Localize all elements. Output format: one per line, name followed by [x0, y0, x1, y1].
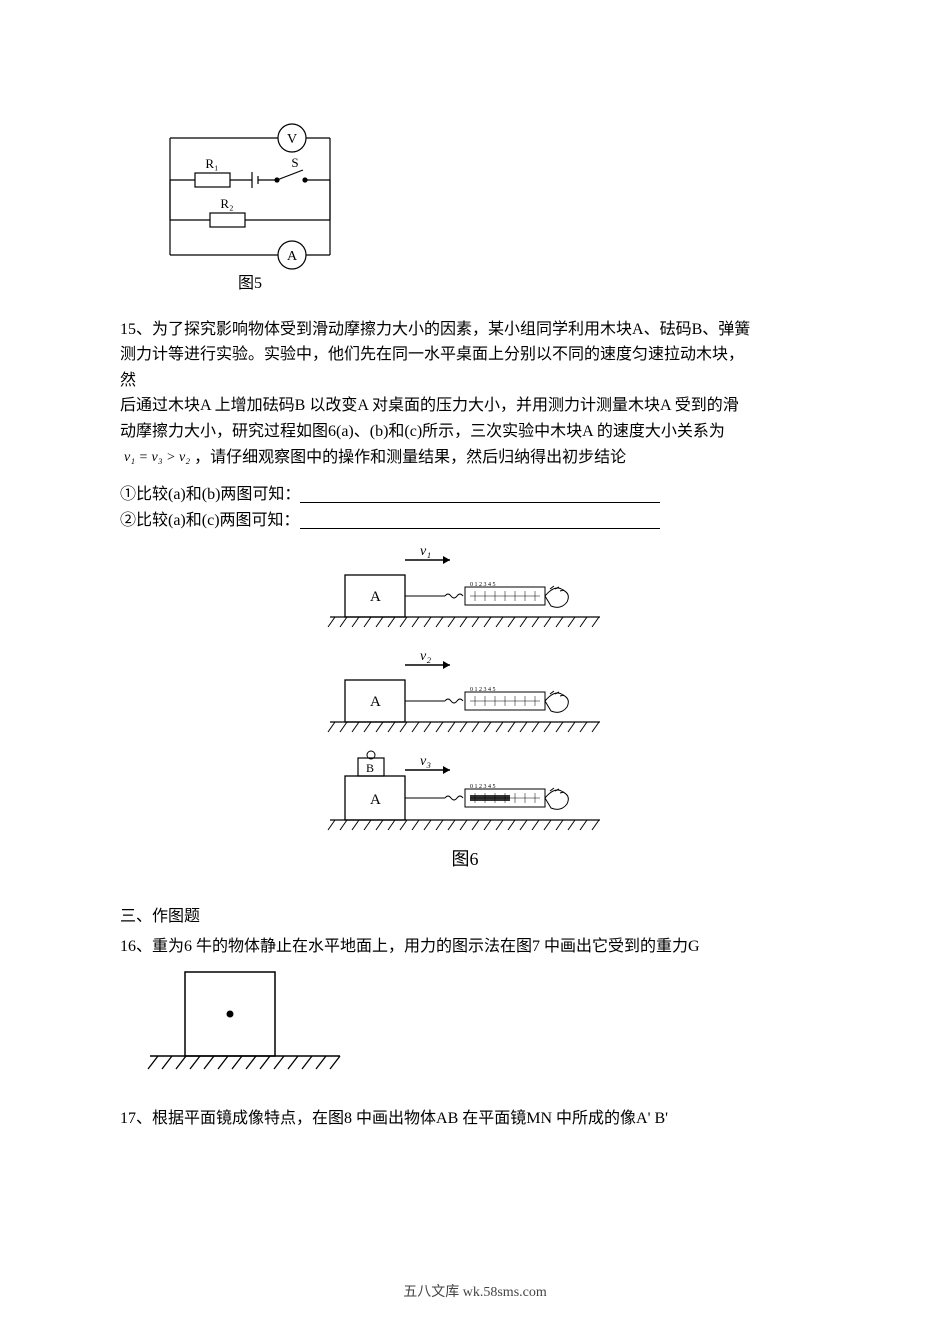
q17-text: 根据平面镜成像特点，在图8 中画出物体AB 在平面镜MN 中所成的像A' B': [152, 1110, 668, 1127]
blank-line-1: [300, 487, 660, 503]
v3-label: v₃: [420, 754, 431, 769]
question-16: 16、重为6 牛的物体静止在水平地面上，用力的图示法在图7 中画出它受到的重力G: [120, 934, 830, 960]
figure-5-caption: 图5: [238, 275, 262, 292]
s-label: S: [291, 155, 298, 170]
figure-7-svg: [140, 967, 360, 1077]
q17-number: 17、: [120, 1110, 152, 1127]
q15-line4: 后通过木块A 上增加砝码B 以改变A 对桌面的压力大小，并用测力计测量木块A 受…: [120, 393, 830, 419]
q16-text: 重为6 牛的物体静止在水平地面上，用力的图示法在图7 中画出它受到的重力G: [152, 938, 700, 955]
q16-number: 16、: [120, 938, 152, 955]
question-17: 17、根据平面镜成像特点，在图8 中画出物体AB 在平面镜MN 中所成的像A' …: [120, 1106, 830, 1132]
figure-7: [140, 967, 830, 1086]
r2-label: R₂: [220, 196, 233, 211]
meter-v-label: V: [287, 132, 297, 147]
q15-conc1: ①比较(a)和(b)两图可知：: [120, 486, 300, 503]
question-15: 15、为了探究影响物体受到滑动摩擦力大小的因素，某小组同学利用木块A、砝码B、弹…: [120, 317, 830, 534]
blank-line-2: [300, 513, 660, 529]
q15-number: 15、: [120, 321, 152, 338]
block-a-1: A: [370, 589, 381, 605]
v2-label: v₂: [420, 649, 431, 664]
q15-line6: ，请仔细观察图中的操作和测量结果，然后归纳得出初步结论: [194, 449, 626, 466]
figure-6: v₁ A 0 1 2 3 4 5 v₂: [120, 545, 830, 894]
svg-text:0 1 2 3 4 5: 0 1 2 3 4 5: [470, 784, 496, 790]
circuit-svg: V A R₁ S R₂ 图5: [150, 120, 350, 300]
q15-line2: 测力计等进行实验。实验中，他们先在同一水平桌面上分别以不同的速度匀速拉动木块，: [120, 342, 830, 368]
q15-conc2: ②比较(a)和(c)两图可知：: [120, 512, 300, 529]
block-a-2: A: [370, 694, 381, 710]
meter-a-label: A: [287, 249, 298, 264]
section-3-header: 三、作图题: [120, 904, 830, 930]
q15-line1: 为了探究影响物体受到滑动摩擦力大小的因素，某小组同学利用木块A、砝码B、弹簧: [152, 321, 750, 338]
svg-text:0 1 2 3 4 5: 0 1 2 3 4 5: [470, 582, 496, 588]
q15-line3: 然: [120, 368, 830, 394]
friction-svg: v₁ A 0 1 2 3 4 5 v₂: [310, 545, 640, 885]
r1-label: R₁: [205, 156, 218, 171]
page-footer: 五八文库 wk.58sms.com: [120, 1282, 830, 1304]
svg-text:0 1 2 3 4 5: 0 1 2 3 4 5: [470, 687, 496, 693]
figure-6-caption: 图6: [452, 849, 479, 869]
block-b: B: [366, 761, 374, 775]
block-a-3: A: [370, 792, 381, 808]
figure-5-circuit: V A R₁ S R₂ 图5: [150, 120, 830, 309]
q15-line5: 动摩擦力大小，研究过程如图6(a)、(b)和(c)所示，三次实验中木块A 的速度…: [120, 419, 830, 445]
q15-math: v₁ = v₃ > v₂: [120, 448, 194, 467]
v1-label: v₁: [420, 545, 431, 559]
